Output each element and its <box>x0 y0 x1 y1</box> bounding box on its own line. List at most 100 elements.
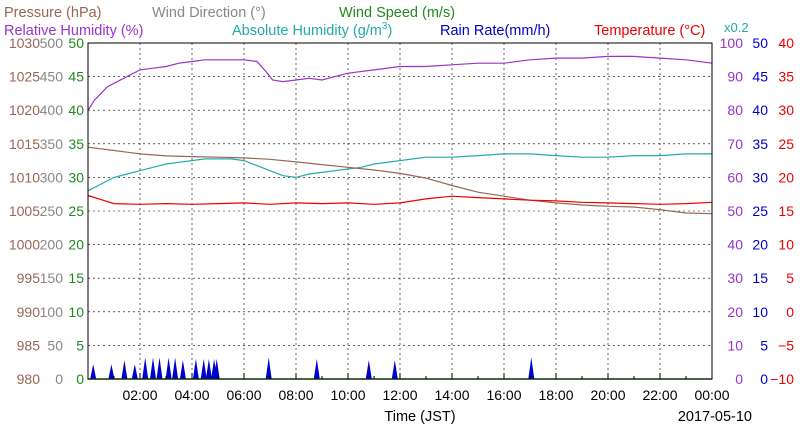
x-tick-label: 14:00 <box>434 387 469 403</box>
legend-windspeed: Wind Speed (m/s) <box>339 5 455 21</box>
tick-label: 25 <box>778 136 794 152</box>
rain-spike <box>172 357 179 379</box>
tick-label: 300 <box>40 169 64 185</box>
multiplier-label: x0.2 <box>724 20 749 35</box>
tick-label: 1020 <box>9 102 40 118</box>
axis-temp: −10 −5 0 5 10 15 20 25 30 35 40 <box>770 35 794 387</box>
tick-label: 40 <box>727 237 743 253</box>
tick-label: 10 <box>727 337 743 353</box>
x-tick-label: 22:00 <box>642 387 677 403</box>
axis-rh: 0 10 20 30 40 50 60 70 80 90 100 <box>720 35 744 387</box>
x-axis-label: Time (JST) <box>384 409 455 425</box>
tick-label: 35 <box>778 69 794 85</box>
tick-label: 200 <box>40 237 64 253</box>
rain-spike <box>200 358 207 379</box>
legend-winddir: Wind Direction (°) <box>152 5 266 21</box>
tick-label: 250 <box>40 203 64 219</box>
x-tick-label: 08:00 <box>278 387 313 403</box>
tick-label: 995 <box>17 270 41 286</box>
legend-label: Relative Humidity (%) <box>4 23 143 39</box>
series-relative-humidity <box>87 55 713 111</box>
x-tick-label: 00:00 <box>694 387 729 403</box>
tick-label: 40 <box>68 102 84 118</box>
tick-label: 35 <box>752 136 768 152</box>
tick-label: 450 <box>40 69 64 85</box>
tick-label: 0 <box>786 304 794 320</box>
tick-label: −5 <box>778 337 794 353</box>
tick-label: 30 <box>68 169 84 185</box>
axis-winddir: 0 50 100 150 200 250 300 350 400 450 500 <box>40 35 64 387</box>
tick-label: 1005 <box>9 203 40 219</box>
x-tick-label: 12:00 <box>382 387 417 403</box>
rain-spike <box>179 360 186 379</box>
rain-spike <box>192 358 199 379</box>
x-tick-label: 02:00 <box>122 387 157 403</box>
tick-label: 5 <box>76 337 84 353</box>
legend-label: Wind Direction (°) <box>152 5 266 21</box>
rain-spike <box>131 364 138 379</box>
rain-spike <box>108 364 115 379</box>
tick-label: 985 <box>17 337 41 353</box>
tick-label: 10 <box>68 304 84 320</box>
axis-pressure: 980 985 990 995 1000 1005 1010 1015 1020 1025 1030 <box>9 35 40 387</box>
tick-label: 50 <box>752 35 768 51</box>
tick-label: 980 <box>17 371 41 387</box>
tick-label: 400 <box>40 102 64 118</box>
rain-spike <box>205 358 212 379</box>
tick-label: 10 <box>752 304 768 320</box>
legend: Pressure (hPa) Wind Direction (°) Wind Spe… <box>4 5 749 39</box>
legend-close: ) <box>387 23 392 39</box>
legend-label: Absolute Humidity (g/m <box>232 23 382 39</box>
tick-label: 90 <box>727 69 743 85</box>
tick-label: 100 <box>40 304 64 320</box>
rain-spike <box>265 357 272 379</box>
rain-spike <box>391 360 398 379</box>
tick-label: 5 <box>786 270 794 286</box>
x-axis: 02:00 04:00 06:00 08:00 10:00 12:00 14:00 16:00… <box>113 373 730 403</box>
tick-label: 20 <box>778 169 794 185</box>
tick-label: 1015 <box>9 136 40 152</box>
series-absolute-humidity-g-m <box>87 153 712 192</box>
series-pressure-hpa <box>87 146 713 215</box>
axis-rain: 0 5 10 15 20 25 30 35 40 45 50 <box>752 35 768 387</box>
tick-label: 30 <box>752 169 768 185</box>
tick-label: 15 <box>752 270 768 286</box>
legend-rain: Rain Rate(mm/h) <box>440 23 550 39</box>
axes: 9809859909951000100510101015102010251030… <box>9 35 794 387</box>
tick-label: 45 <box>752 69 768 85</box>
tick-label: 40 <box>752 102 768 118</box>
legend-label: Pressure (hPa) <box>4 5 102 21</box>
rain-spike <box>142 357 149 379</box>
tick-label: 20 <box>752 237 768 253</box>
x-tick-label: 20:00 <box>590 387 625 403</box>
tick-label: 60 <box>727 169 743 185</box>
tick-label: 70 <box>727 136 743 152</box>
rain-spike <box>156 357 163 379</box>
rain-spike <box>528 357 535 379</box>
legend-superscript: 3 <box>382 21 388 32</box>
tick-label: 35 <box>68 136 84 152</box>
tick-label: 50 <box>727 203 743 219</box>
rain-spike <box>150 357 156 379</box>
tick-label: 150 <box>40 270 64 286</box>
rain-spike <box>213 358 220 379</box>
tick-label: 1010 <box>9 169 40 185</box>
tick-label: −10 <box>770 371 794 387</box>
tick-label: 1000 <box>9 237 40 253</box>
series-temperature-c <box>87 194 713 205</box>
tick-label: 0 <box>735 371 743 387</box>
tick-label: 0 <box>76 371 84 387</box>
tick-label: 1025 <box>9 69 40 85</box>
tick-label: 990 <box>17 304 41 320</box>
tick-label: 15 <box>778 203 794 219</box>
tick-label: 25 <box>752 203 768 219</box>
rain-spike <box>90 364 97 379</box>
legend-label: Temperature (°C) <box>594 23 705 39</box>
rain-spike <box>165 357 172 379</box>
legend-label: Rain Rate(mm/h) <box>440 23 550 39</box>
tick-label: 30 <box>727 270 743 286</box>
x-tick-label: 16:00 <box>486 387 521 403</box>
x-tick-label: 10:00 <box>330 387 365 403</box>
x-tick-label: 18:00 <box>538 387 573 403</box>
